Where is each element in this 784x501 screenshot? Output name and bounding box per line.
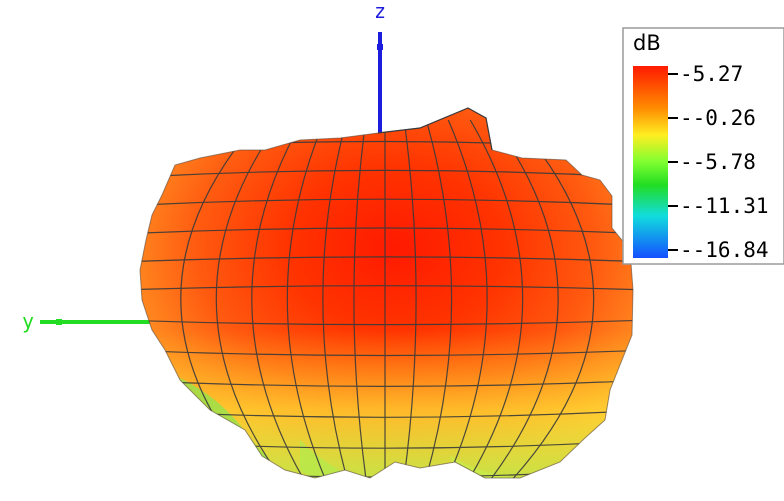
mesh-parallel	[140, 319, 633, 326]
pattern-surface	[139, 107, 634, 479]
mesh-parallel	[140, 285, 633, 291]
mesh-meridian	[401, 119, 417, 478]
mesh-meridian	[421, 119, 453, 478]
y-axis-label: y	[22, 309, 34, 333]
legend-tick-label: --16.84	[680, 238, 769, 262]
mesh-parallel	[140, 349, 633, 357]
mesh-parallel	[140, 256, 633, 263]
mesh-meridian	[251, 119, 311, 478]
y-axis: y	[22, 309, 160, 333]
mesh-parallel	[140, 379, 633, 387]
mesh-meridian	[215, 119, 291, 478]
mesh-parallel	[140, 467, 633, 478]
mesh-meridian	[353, 119, 369, 478]
z-axis-label: z	[374, 0, 386, 23]
legend-tick-label: --5.78	[680, 150, 756, 174]
z-axis: z	[374, 0, 386, 135]
mesh-meridian	[461, 119, 524, 478]
mesh-meridian	[482, 119, 559, 478]
mesh-parallel	[140, 227, 633, 235]
mesh-meridian	[286, 119, 331, 478]
mesh-meridian	[441, 119, 488, 478]
mesh-parallel	[140, 169, 633, 179]
legend-tick-label: --11.31	[680, 194, 769, 218]
mesh-meridian	[322, 119, 351, 478]
legend-title: dB	[633, 31, 661, 55]
mesh-parallel	[140, 198, 633, 207]
colorbar-legend: dB -5.27 --0.26 --5.78 --11.31 --16.84	[622, 27, 784, 265]
legend-tick-label: -5.27	[680, 62, 743, 86]
colorbar	[633, 66, 668, 258]
legend-tick-label: --0.26	[680, 106, 756, 130]
mesh-meridian	[502, 119, 595, 478]
